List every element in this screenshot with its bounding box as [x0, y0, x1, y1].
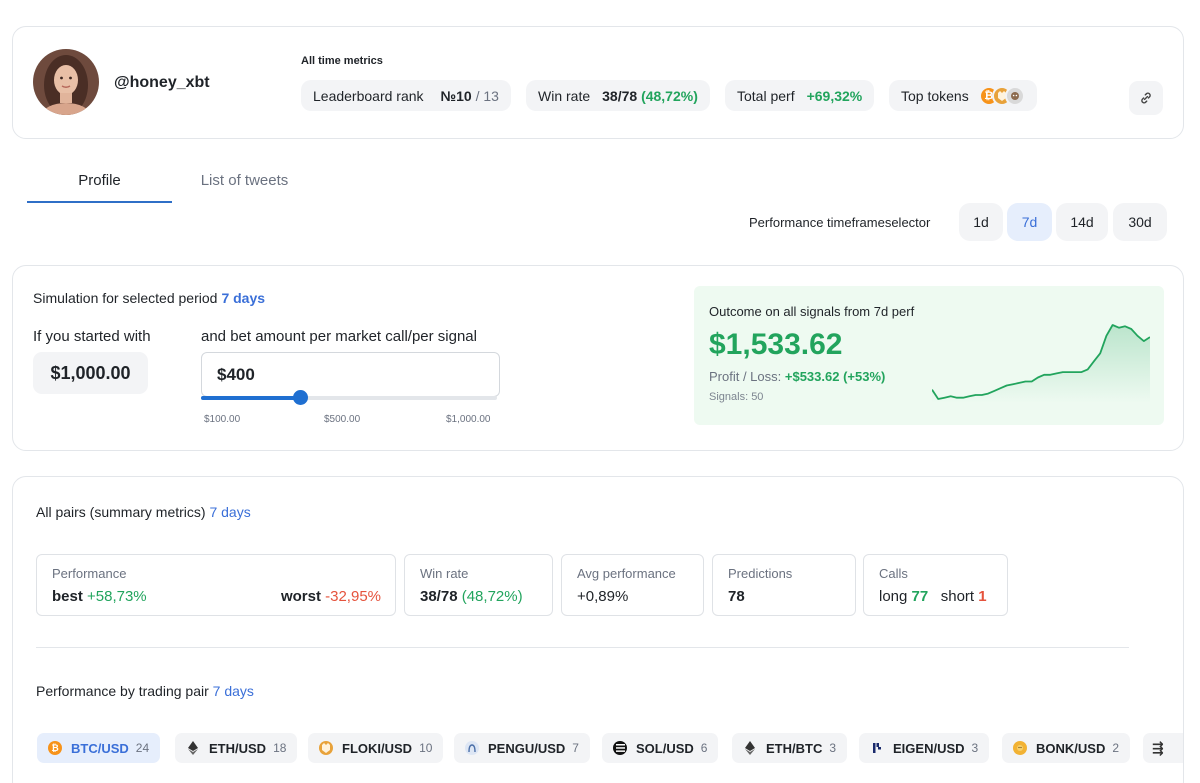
- bonk-icon: [1013, 741, 1027, 755]
- floki-icon: [1004, 85, 1025, 106]
- top-tokens-label: Top tokens: [901, 87, 969, 104]
- total-perf-value: +69,32%: [806, 87, 863, 104]
- simulation-title: Simulation for selected period 7 days: [33, 290, 266, 306]
- win-rate-metric-label: Win rate: [420, 566, 469, 581]
- profile-card: @honey_xbt All time metrics Leaderboard …: [12, 26, 1184, 139]
- bet-amount-input[interactable]: $400: [201, 352, 500, 397]
- section-divider: [36, 647, 1129, 648]
- calls-metric: Calls long 77 short 1: [863, 554, 1008, 616]
- slider-thumb[interactable]: [292, 390, 308, 405]
- performance-label: Performance: [52, 566, 127, 581]
- avg-performance-label: Avg performance: [577, 566, 676, 581]
- start-amount-label: If you started with: [33, 328, 151, 345]
- leaderboard-rank-label: Leaderboard rank: [313, 87, 424, 104]
- all-time-metrics-title: All time metrics: [301, 55, 383, 67]
- avatar[interactable]: [33, 49, 99, 115]
- by-pair-title: Performance by trading pair 7 days: [36, 683, 254, 699]
- sparkline-line: [932, 324, 1150, 400]
- slider-mid-label: $500.00: [324, 414, 361, 425]
- timeframe-selector-label: Performance timeframeselector: [749, 215, 931, 230]
- predictions-label: Predictions: [728, 566, 793, 581]
- simulation-period: 7 days: [221, 290, 266, 306]
- avg-performance-metric: Avg performance +0,89%: [561, 554, 704, 616]
- outcome-title: Outcome on all signals from 7d perf: [709, 304, 915, 319]
- slider-max-label: $1,000.00: [446, 414, 491, 425]
- win-rate-metric: Win rate 38/78 (48,72%): [404, 554, 553, 616]
- profit-loss: Profit / Loss: +$533.62 (+53%): [709, 369, 886, 384]
- tab-profile[interactable]: Profile: [27, 172, 172, 203]
- ethereum-icon: [743, 741, 757, 755]
- pairs-summary-title: All pairs (summary metrics) 7 days: [36, 504, 251, 520]
- pair-chip-eth-usd[interactable]: ETH/USD 18: [175, 733, 298, 763]
- top-tokens-icons: ₿: [978, 85, 1025, 106]
- outcome-sparkline: [932, 324, 1150, 403]
- sparkline-area: [932, 325, 1150, 403]
- username: @honey_xbt: [114, 74, 210, 91]
- performance-best: best +58,73%: [52, 588, 147, 605]
- ethereum-icon: [186, 741, 200, 755]
- win-rate-value: 38/78 (48,72%): [602, 87, 698, 104]
- eigen-icon: [870, 741, 884, 755]
- win-rate-label: Win rate: [538, 87, 591, 104]
- timeframe-7d-button[interactable]: 7d: [1007, 203, 1052, 241]
- pengu-icon: [465, 741, 479, 755]
- floki-icon: [319, 741, 333, 755]
- avg-performance-value: +0,89%: [577, 588, 629, 605]
- performance-worst: worst -32,95%: [280, 588, 381, 605]
- pair-chip-pengu-usd[interactable]: PENGU/USD 7: [454, 733, 590, 763]
- leaderboard-rank-pill: Leaderboard rank №10 / 13: [301, 80, 511, 111]
- predictions-value: 78: [728, 588, 745, 605]
- pair-chip-eigen-usd[interactable]: EIGEN/USD 3: [859, 733, 990, 763]
- predictions-metric: Predictions 78: [712, 554, 856, 616]
- more-pairs-icon: ⇶: [1152, 739, 1164, 756]
- total-perf-label: Total perf: [737, 87, 795, 104]
- tab-list-of-tweets[interactable]: List of tweets: [200, 172, 289, 189]
- bet-amount-label: and bet amount per market call/per signa…: [201, 328, 477, 345]
- pair-chip-eth-btc[interactable]: ETH/BTC 3: [732, 733, 848, 763]
- link-icon: [1141, 92, 1151, 104]
- copy-link-button[interactable]: [1129, 81, 1163, 115]
- win-rate-pill: Win rate 38/78 (48,72%): [526, 80, 710, 111]
- solana-icon: [613, 741, 627, 755]
- pair-chip-floki-usd[interactable]: FLOKI/USD 10: [308, 733, 444, 763]
- pair-chip-sol-usd[interactable]: SOL/USD 6: [602, 733, 719, 763]
- calls-value: long 77 short 1: [879, 588, 987, 605]
- start-amount-value[interactable]: $1,000.00: [33, 352, 148, 394]
- simulation-card: Simulation for selected period 7 days If …: [12, 265, 1184, 451]
- timeframe-1d-button[interactable]: 1d: [959, 203, 1003, 241]
- top-tokens-pill: Top tokens ₿: [889, 80, 1037, 111]
- pair-chip-bonk-usd[interactable]: BONK/USD 2: [1002, 733, 1131, 763]
- slider-min-label: $100.00: [204, 414, 241, 425]
- total-perf-pill: Total perf +69,32%: [725, 80, 875, 111]
- slider-fill: [201, 396, 300, 400]
- pair-chip-btc-usd[interactable]: ₿ BTC/USD 24: [37, 733, 161, 763]
- calls-label: Calls: [879, 566, 908, 581]
- win-rate-metric-value: 38/78 (48,72%): [420, 588, 523, 605]
- timeframe-30d-button[interactable]: 30d: [1113, 203, 1167, 241]
- bitcoin-icon: ₿: [48, 741, 62, 755]
- bet-amount-slider[interactable]: [201, 390, 497, 405]
- pairs-card: All pairs (summary metrics) 7 days Perfo…: [12, 476, 1184, 783]
- timeframe-14d-button[interactable]: 14d: [1056, 203, 1108, 241]
- outcome-amount: $1,533.62: [709, 328, 843, 361]
- leaderboard-rank-value: №10 / 13: [440, 87, 499, 104]
- signals-count: Signals: 50: [709, 391, 764, 403]
- outcome-panel: Outcome on all signals from 7d perf $1,5…: [694, 286, 1164, 425]
- performance-metric: Performance best +58,73% worst -32,95%: [36, 554, 396, 616]
- pair-chip-more[interactable]: ⇶: [1143, 733, 1183, 763]
